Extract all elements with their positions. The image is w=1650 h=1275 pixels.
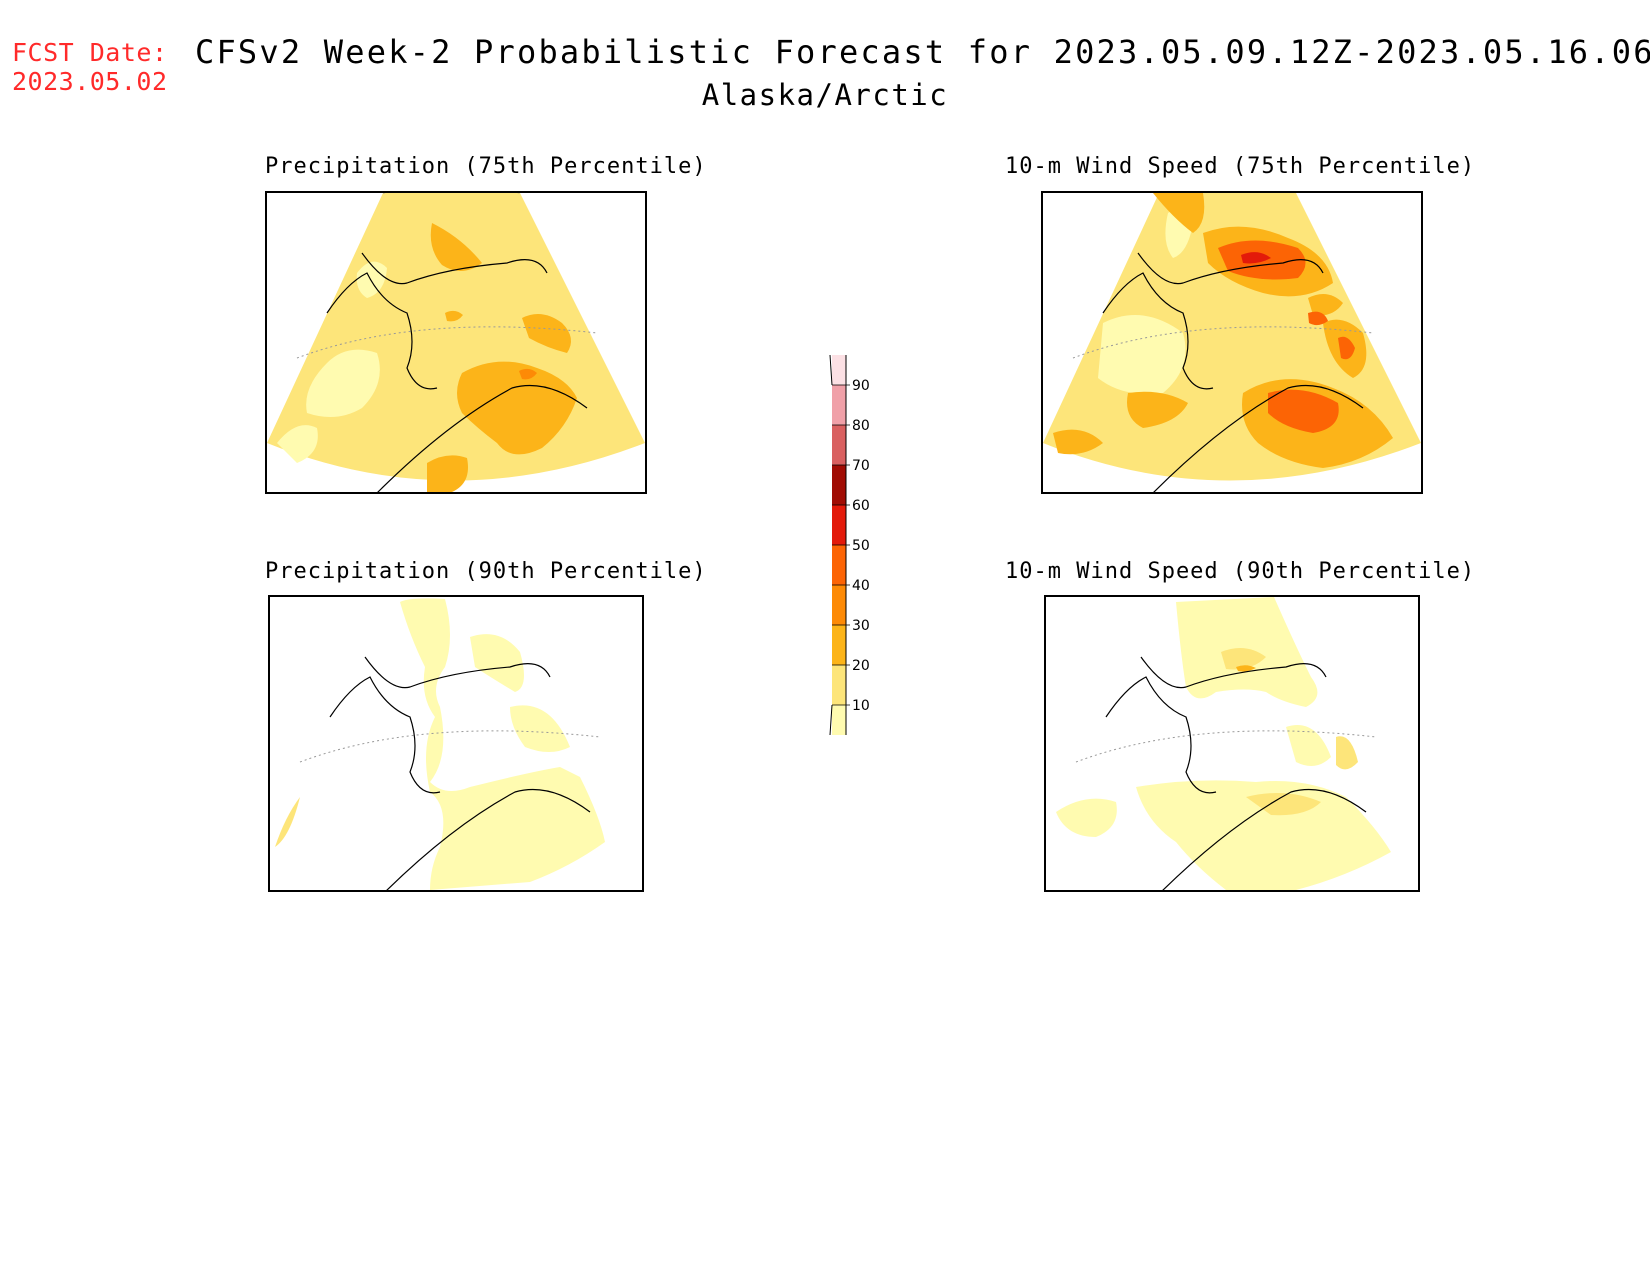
fcst-date: 2023.05.02 [12, 67, 168, 96]
map-svg-precip-75 [267, 193, 645, 492]
colorbar-label: 80 [852, 418, 870, 434]
fcst-label: FCST Date: [12, 38, 168, 67]
colorbar-swatch [832, 545, 846, 585]
colorbar-svg: 10 20 30 40 50 60 70 80 90 [829, 354, 870, 736]
colorbar-label: 40 [852, 578, 870, 594]
map-svg-wind-75 [1043, 193, 1421, 492]
colorbar-swatch [832, 585, 846, 625]
colorbar-label: 60 [852, 498, 870, 514]
page-title: CFSv2 Week-2 Probabilistic Forecast for … [195, 33, 1650, 71]
colorbar-swatch [832, 705, 846, 735]
panel-title-precip-75: Precipitation (75th Percentile) [265, 154, 707, 179]
map-precip-90 [268, 595, 644, 892]
colorbar-swatch [832, 505, 846, 545]
colorbar-label: 70 [852, 458, 870, 474]
colorbar-label: 30 [852, 618, 870, 634]
map-wind-75 [1041, 191, 1423, 494]
map-wind-90 [1044, 595, 1420, 892]
map-svg-wind-90 [1056, 597, 1391, 890]
map-svg-precip-90 [275, 598, 605, 890]
colorbar-label: 20 [852, 658, 870, 674]
colorbar-swatch [832, 385, 846, 425]
colorbar-label: 10 [852, 698, 870, 714]
colorbar-swatch [832, 425, 846, 465]
colorbar-swatch [832, 355, 846, 385]
colorbar-swatch [832, 625, 846, 665]
forecast-date-label: FCST Date: 2023.05.02 [12, 38, 168, 96]
colorbar-swatch [832, 665, 846, 705]
colorbar-label: 90 [852, 378, 870, 394]
panel-title-precip-90: Precipitation (90th Percentile) [265, 559, 707, 584]
map-precip-75 [265, 191, 647, 494]
colorbar: 10 20 30 40 50 60 70 80 90 [820, 335, 900, 736]
panel-title-wind-75: 10-m Wind Speed (75th Percentile) [1005, 154, 1476, 179]
region-subtitle: Alaska/Arctic [701, 78, 949, 112]
colorbar-label: 50 [852, 538, 870, 554]
panel-title-wind-90: 10-m Wind Speed (90th Percentile) [1005, 559, 1476, 584]
colorbar-swatch [832, 465, 846, 505]
